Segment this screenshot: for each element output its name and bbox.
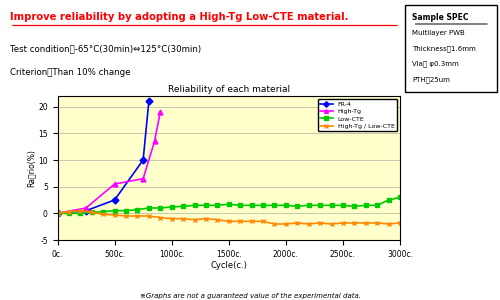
- Low-CTE: [54, 212, 60, 215]
- High-Tg / Low-CTE: [146, 214, 152, 218]
- FR-4: [112, 198, 117, 202]
- High-Tg / Low-CTE: [283, 222, 289, 226]
- High-Tg / Low-CTE: [260, 220, 266, 223]
- High-Tg / Low-CTE: [374, 221, 380, 225]
- Low-CTE: [317, 203, 323, 207]
- Low-CTE: [112, 209, 117, 212]
- High-Tg / Low-CTE: [340, 221, 346, 225]
- Low-CTE: [294, 205, 300, 208]
- High-Tg / Low-CTE: [226, 220, 232, 223]
- FancyBboxPatch shape: [405, 4, 498, 92]
- Low-CTE: [66, 212, 72, 215]
- Text: Improve reliability by adopting a High-Tg Low-CTE material.: Improve reliability by adopting a High-T…: [10, 11, 348, 22]
- High-Tg / Low-CTE: [180, 217, 186, 220]
- Low-CTE: [328, 203, 334, 207]
- Low-CTE: [397, 196, 403, 199]
- Low-CTE: [78, 212, 84, 215]
- Low-CTE: [248, 203, 254, 207]
- High-Tg / Low-CTE: [89, 211, 95, 214]
- Low-CTE: [157, 206, 163, 210]
- High-Tg / Low-CTE: [54, 212, 60, 215]
- High-Tg: [152, 140, 158, 143]
- Low-CTE: [374, 203, 380, 207]
- High-Tg / Low-CTE: [134, 214, 140, 218]
- Text: Via： φ0.3mm: Via： φ0.3mm: [412, 61, 459, 67]
- Line: Low-CTE: Low-CTE: [55, 195, 403, 216]
- High-Tg / Low-CTE: [306, 222, 312, 226]
- High-Tg / Low-CTE: [363, 221, 369, 225]
- Low-CTE: [100, 210, 106, 214]
- FR-4: [54, 212, 60, 215]
- High-Tg / Low-CTE: [272, 222, 278, 226]
- Low-CTE: [146, 206, 152, 210]
- Legend: FR-4, High-Tg, Low-CTE, High-Tg / Low-CTE: FR-4, High-Tg, Low-CTE, High-Tg / Low-CT…: [318, 99, 397, 131]
- Low-CTE: [237, 203, 243, 207]
- Low-CTE: [352, 205, 358, 208]
- High-Tg / Low-CTE: [100, 213, 106, 216]
- High-Tg / Low-CTE: [386, 222, 392, 226]
- High-Tg / Low-CTE: [203, 217, 209, 220]
- Low-CTE: [363, 203, 369, 207]
- FR-4: [140, 158, 146, 162]
- High-Tg / Low-CTE: [78, 209, 84, 212]
- X-axis label: Cycle(c.): Cycle(c.): [210, 262, 247, 271]
- High-Tg / Low-CTE: [123, 214, 129, 218]
- Low-CTE: [340, 203, 346, 207]
- High-Tg: [83, 206, 89, 210]
- Low-CTE: [180, 205, 186, 208]
- Text: Multilayer PWB: Multilayer PWB: [412, 29, 465, 35]
- High-Tg / Low-CTE: [328, 222, 334, 226]
- Low-CTE: [123, 209, 129, 212]
- Line: FR-4: FR-4: [55, 99, 152, 216]
- Line: High-Tg / Low-CTE: High-Tg / Low-CTE: [55, 208, 403, 226]
- Text: Thickness：1.6mm: Thickness：1.6mm: [412, 45, 476, 52]
- High-Tg: [140, 177, 146, 181]
- Low-CTE: [192, 203, 198, 207]
- Low-CTE: [226, 202, 232, 206]
- Low-CTE: [272, 203, 278, 207]
- Title: Reliability of each material: Reliability of each material: [168, 85, 290, 94]
- FR-4: [146, 100, 152, 103]
- High-Tg / Low-CTE: [168, 217, 174, 220]
- High-Tg / Low-CTE: [157, 216, 163, 219]
- Low-CTE: [134, 208, 140, 211]
- Low-CTE: [203, 203, 209, 207]
- High-Tg / Low-CTE: [66, 210, 72, 214]
- Low-CTE: [260, 203, 266, 207]
- High-Tg / Low-CTE: [237, 220, 243, 223]
- Text: PTH：25um: PTH：25um: [412, 76, 451, 83]
- High-Tg / Low-CTE: [192, 218, 198, 221]
- High-Tg / Low-CTE: [214, 218, 220, 221]
- Low-CTE: [214, 203, 220, 207]
- High-Tg / Low-CTE: [112, 213, 117, 217]
- Low-CTE: [306, 203, 312, 207]
- Low-CTE: [283, 203, 289, 207]
- High-Tg: [157, 110, 163, 114]
- Line: High-Tg: High-Tg: [55, 110, 162, 216]
- Text: Sample SPEC: Sample SPEC: [412, 13, 469, 22]
- Text: ※Graphs are not a guaranteed value of the experimental data.: ※Graphs are not a guaranteed value of th…: [140, 292, 360, 298]
- Low-CTE: [386, 198, 392, 202]
- Y-axis label: Raヺrio(%): Raヺrio(%): [26, 149, 36, 187]
- FR-4: [83, 209, 89, 212]
- Text: Test condition：-65°C(30min)⇔125°C(30min): Test condition：-65°C(30min)⇔125°C(30min): [10, 44, 201, 53]
- Low-CTE: [168, 205, 174, 209]
- High-Tg / Low-CTE: [317, 221, 323, 225]
- High-Tg / Low-CTE: [397, 221, 403, 225]
- High-Tg: [54, 212, 60, 215]
- High-Tg / Low-CTE: [248, 220, 254, 223]
- High-Tg / Low-CTE: [294, 221, 300, 225]
- Low-CTE: [89, 211, 95, 214]
- Text: Criterion：Than 10% change: Criterion：Than 10% change: [10, 68, 130, 77]
- High-Tg / Low-CTE: [352, 221, 358, 225]
- High-Tg: [112, 182, 117, 186]
